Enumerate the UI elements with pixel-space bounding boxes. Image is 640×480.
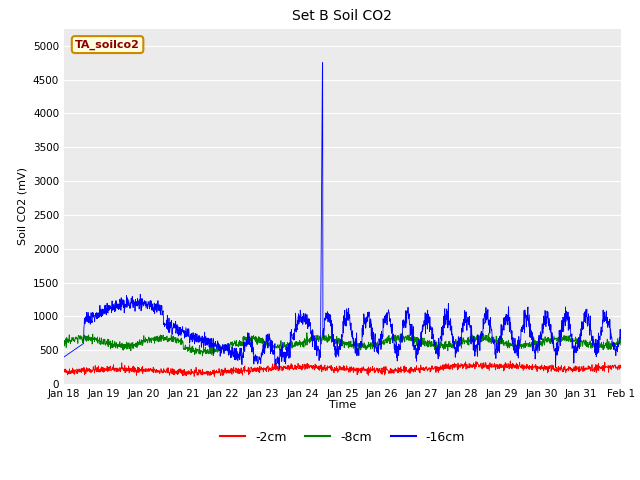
Y-axis label: Soil CO2 (mV): Soil CO2 (mV) [17, 168, 28, 245]
-8cm [617, 342, 625, 348]
-16cm [319, 60, 326, 65]
-2cm [314, 363, 322, 369]
Title: Set B Soil CO2: Set B Soil CO2 [292, 10, 392, 24]
-16cm [566, 326, 573, 332]
-2cm [373, 367, 381, 373]
-2cm [566, 365, 573, 371]
-16cm [275, 366, 283, 372]
-8cm [617, 337, 625, 343]
-16cm [314, 346, 322, 351]
-8cm [399, 329, 406, 335]
-2cm [550, 367, 557, 372]
Line: -16cm: -16cm [64, 62, 621, 369]
Line: -8cm: -8cm [64, 332, 621, 356]
-16cm [617, 336, 625, 342]
-2cm [506, 358, 514, 364]
-8cm [198, 353, 206, 359]
-16cm [374, 350, 381, 356]
-2cm [617, 364, 625, 370]
-8cm [373, 343, 381, 348]
-8cm [566, 334, 573, 339]
-16cm [617, 330, 625, 336]
-2cm [60, 368, 68, 374]
-8cm [314, 336, 322, 342]
X-axis label: Time: Time [329, 400, 356, 410]
Text: TA_soilco2: TA_soilco2 [75, 39, 140, 50]
-2cm [617, 362, 625, 368]
-2cm [211, 373, 218, 379]
-2cm [478, 366, 486, 372]
Line: -2cm: -2cm [64, 361, 621, 376]
-8cm [60, 340, 68, 346]
Legend: -2cm, -8cm, -16cm: -2cm, -8cm, -16cm [215, 426, 470, 449]
-8cm [479, 332, 486, 338]
-16cm [60, 354, 68, 360]
-16cm [550, 341, 557, 347]
-8cm [550, 336, 557, 341]
-16cm [479, 331, 486, 336]
